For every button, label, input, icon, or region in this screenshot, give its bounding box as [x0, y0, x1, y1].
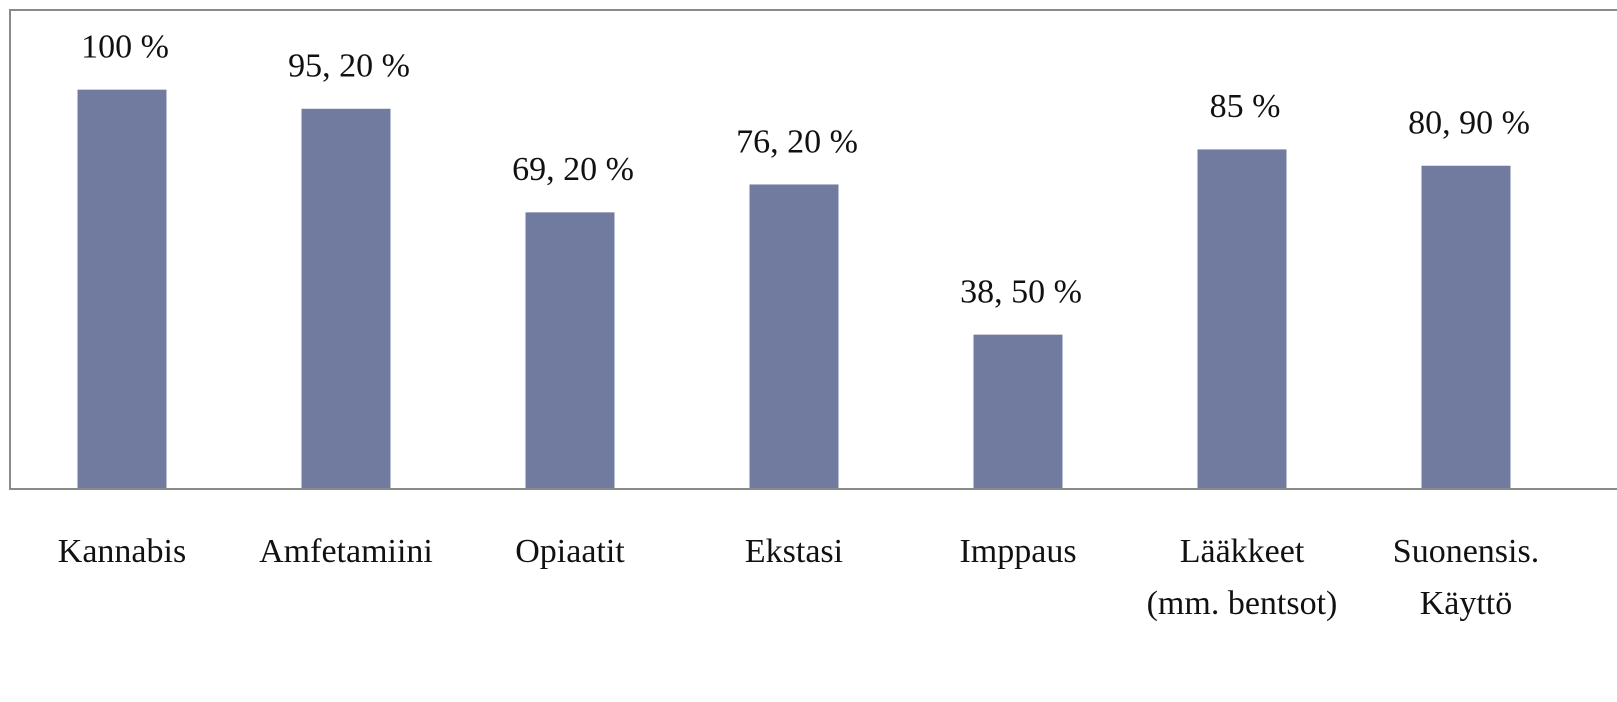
value-label: 100 %	[81, 28, 169, 65]
bar	[749, 184, 839, 488]
value-label: 38, 50 %	[960, 273, 1082, 310]
value-label: 80, 90 %	[1408, 105, 1530, 142]
x-tick-label: Suonensis. Käyttö	[1392, 533, 1540, 622]
value-label: 85 %	[1210, 88, 1281, 125]
value-label: 76, 20 %	[736, 123, 858, 160]
bar	[77, 89, 167, 489]
bar	[1197, 149, 1287, 488]
bar	[525, 212, 615, 488]
bar	[1421, 165, 1511, 488]
value-label: 69, 20 %	[512, 151, 634, 188]
x-tick-label: Opiaatit	[515, 533, 625, 570]
x-tick-label: Lääkkeet (mm. bentsot)	[1146, 533, 1338, 622]
x-tick-label: Amfetamiini	[259, 533, 433, 570]
x-tick-label: Imppaus	[959, 533, 1077, 570]
x-tick-label: Ekstasi	[744, 533, 844, 570]
x-tick-label: Kannabis	[57, 533, 187, 570]
bar	[973, 334, 1063, 488]
plot-frame	[9, 9, 1617, 490]
bar	[301, 108, 391, 488]
value-label: 95, 20 %	[288, 48, 410, 85]
